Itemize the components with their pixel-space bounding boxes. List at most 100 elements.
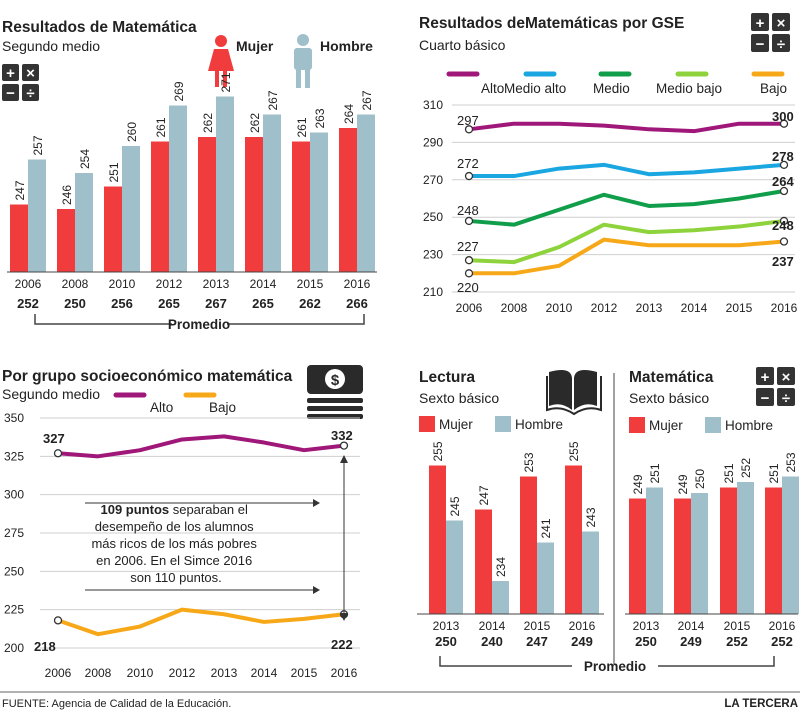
series-line-medio-bajo bbox=[468, 218, 785, 265]
svg-text:×: × bbox=[26, 65, 35, 82]
legend-label: Alto bbox=[481, 81, 504, 96]
x-tick-label: 2006 bbox=[45, 666, 72, 680]
bar-hombre bbox=[122, 146, 140, 272]
data-point bbox=[464, 125, 474, 134]
bar-hombre bbox=[28, 159, 46, 272]
series-line-alto bbox=[468, 121, 784, 134]
x-tick-label: 2008 bbox=[501, 301, 528, 315]
sexto-bar-charts: 2552452013250247234201424025324120152472… bbox=[429, 441, 799, 649]
legend-label: Medio bajo bbox=[656, 81, 722, 96]
data-label: 272 bbox=[457, 156, 479, 171]
data-point bbox=[464, 256, 474, 265]
y-tick-label: 250 bbox=[423, 210, 443, 224]
series-line-alto bbox=[57, 434, 345, 459]
x-tick-label: 2013 bbox=[636, 301, 663, 315]
legend-label: Medio bbox=[593, 81, 630, 96]
promedio-value: 240 bbox=[481, 634, 503, 649]
promedio-value: 247 bbox=[526, 634, 548, 649]
svg-text:+: + bbox=[756, 15, 765, 32]
x-tick-label: 2013 bbox=[211, 666, 238, 680]
bar-label: 262 bbox=[248, 113, 262, 133]
bar-mujer bbox=[10, 204, 28, 272]
x-tick-label: 2006 bbox=[15, 277, 42, 291]
bar-hombre bbox=[537, 542, 554, 614]
legend-label: Alto bbox=[150, 400, 173, 415]
bar-label: 271 bbox=[219, 72, 233, 92]
x-tick-label: 2014 bbox=[479, 619, 506, 633]
svg-text:÷: ÷ bbox=[777, 36, 785, 53]
promedio-value: 249 bbox=[680, 634, 702, 649]
math-operators-icon: + × − ÷ bbox=[2, 64, 39, 102]
panel-sexto-basico: Lectura Sexto básico Matemática Sexto bá… bbox=[417, 367, 799, 674]
bar-label: 267 bbox=[266, 90, 280, 110]
x-tick-label: 2016 bbox=[344, 277, 371, 291]
x-tick-label: 2014 bbox=[681, 301, 708, 315]
data-label: 248 bbox=[772, 218, 794, 233]
promedio-bracket-right bbox=[227, 314, 365, 325]
legend-mujer: Mujer bbox=[236, 38, 274, 54]
bar-label: 234 bbox=[494, 557, 508, 577]
bar-hombre bbox=[492, 581, 509, 614]
x-tick-label: 2015 bbox=[524, 619, 551, 633]
y-tick-label: 325 bbox=[4, 449, 24, 463]
brand-logo: LA TERCERA bbox=[724, 698, 798, 710]
x-tick-label: 2014 bbox=[678, 619, 705, 633]
math-operators-icon: + × − ÷ bbox=[756, 367, 795, 407]
bar-mujer bbox=[104, 186, 122, 272]
bar-label: 250 bbox=[693, 469, 707, 489]
data-label: 300 bbox=[772, 109, 794, 124]
legend-mujer-swatch bbox=[629, 417, 645, 433]
svg-text:÷: ÷ bbox=[782, 390, 790, 407]
panel3-subtitle: Segundo medio bbox=[2, 386, 100, 402]
bar-mujer bbox=[475, 509, 492, 614]
money-icon: $ bbox=[307, 365, 363, 419]
bar-hombre bbox=[310, 132, 328, 272]
legend-hombre-swatch bbox=[705, 417, 721, 433]
bar-hombre bbox=[782, 476, 799, 614]
data-point bbox=[464, 171, 474, 181]
data-point bbox=[339, 441, 349, 450]
y-tick-label: 300 bbox=[4, 488, 24, 502]
data-point bbox=[779, 160, 789, 169]
bar-hombre bbox=[582, 531, 599, 614]
x-tick-label: 2008 bbox=[85, 666, 112, 680]
y-tick-label: 225 bbox=[4, 603, 24, 617]
data-point bbox=[53, 616, 63, 625]
promedio-value: 266 bbox=[346, 296, 368, 311]
data-point bbox=[779, 237, 789, 246]
y-tick-label: 270 bbox=[423, 173, 443, 187]
svg-text:+: + bbox=[761, 369, 770, 386]
y-tick-label: 250 bbox=[4, 564, 24, 578]
bar-label: 251 bbox=[107, 162, 121, 182]
x-tick-label: 2012 bbox=[156, 277, 183, 291]
x-tick-label: 2010 bbox=[109, 277, 136, 291]
x-tick-label: 2012 bbox=[591, 301, 618, 315]
data-label: 297 bbox=[457, 113, 479, 128]
bar-mujer bbox=[765, 487, 782, 614]
legend-mujer: Mujer bbox=[649, 418, 683, 433]
x-tick-label: 2015 bbox=[726, 301, 753, 315]
legend-hombre: Hombre bbox=[725, 418, 773, 433]
matematica-title: Matemática bbox=[629, 369, 714, 386]
gse-legend: Alto Medio alto Medio Medio bajo Bajo bbox=[446, 71, 787, 96]
legend-mujer: Mujer bbox=[439, 417, 473, 432]
matematica-subtitle: Sexto básico bbox=[629, 390, 709, 406]
x-tick-label: 2015 bbox=[297, 277, 324, 291]
x-tick-label: 2016 bbox=[331, 666, 358, 680]
promedio-value: 262 bbox=[299, 296, 321, 311]
data-label: 278 bbox=[772, 149, 794, 164]
data-label: 332 bbox=[331, 428, 353, 443]
svg-text:+: + bbox=[6, 65, 15, 82]
bar-hombre bbox=[691, 493, 708, 614]
x-tick-label: 2015 bbox=[291, 666, 318, 680]
data-label: 220 bbox=[457, 280, 479, 295]
bar-label: 243 bbox=[584, 507, 598, 527]
bar-label: 261 bbox=[154, 117, 168, 137]
data-label: 248 bbox=[457, 203, 479, 218]
y-tick-label: 290 bbox=[423, 135, 443, 149]
bar-label: 254 bbox=[78, 149, 92, 169]
bar-hombre bbox=[169, 105, 187, 272]
bar-label: 247 bbox=[477, 485, 491, 505]
bar-mujer bbox=[339, 128, 357, 272]
source-note: FUENTE: Agencia de Calidad de la Educaci… bbox=[2, 698, 231, 710]
